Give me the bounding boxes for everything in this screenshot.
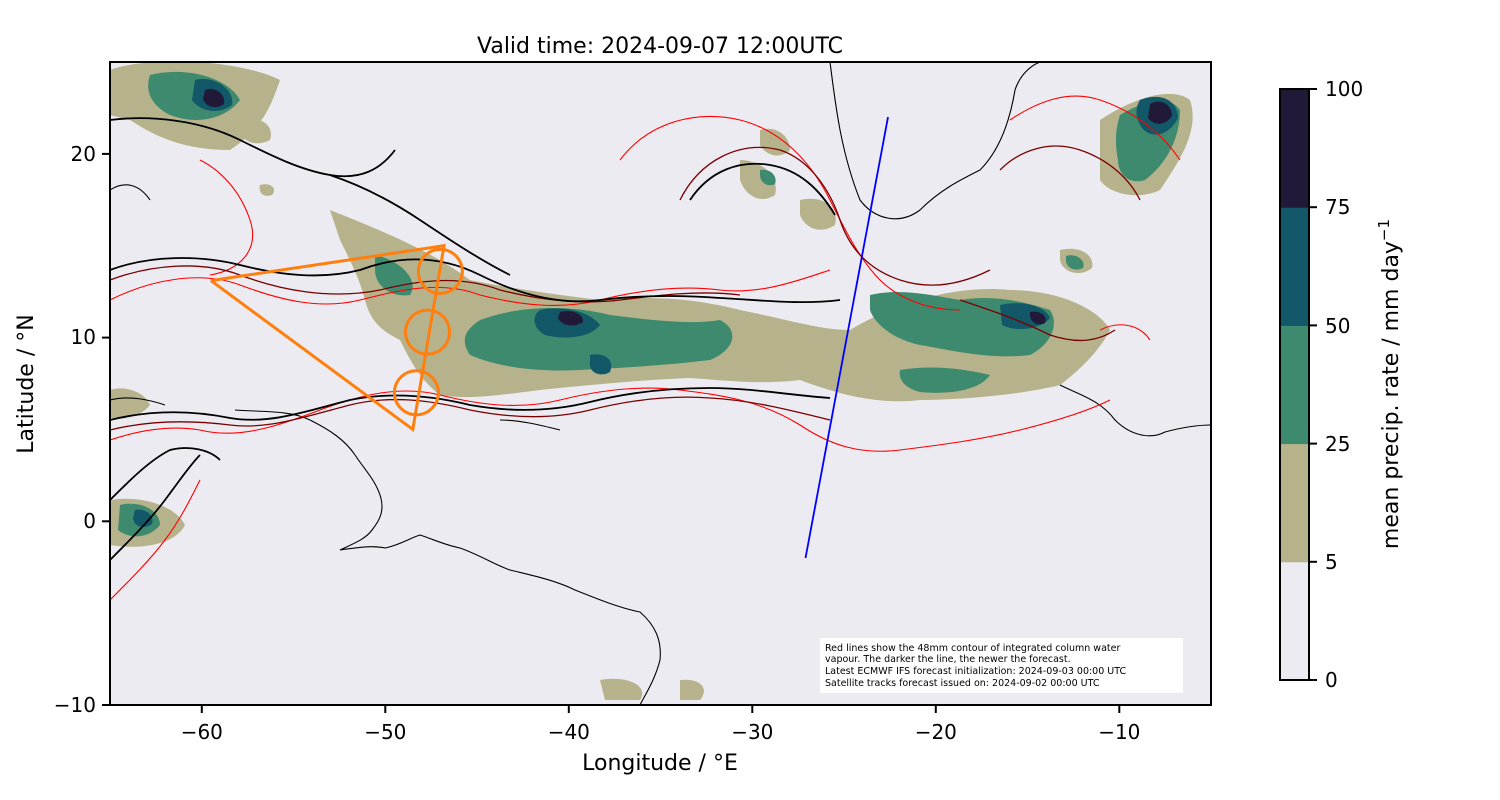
flight-circle (404, 308, 451, 356)
colorbar-tick-label: 5 (1325, 550, 1338, 574)
precipitation-field (110, 62, 1193, 700)
annotation-box: Red lines show the 48mm contour of integ… (820, 638, 1183, 693)
y-axis: −10 0 10 20 (54, 142, 110, 717)
colorbar-frame (1279, 88, 1310, 681)
x-tick-label: −50 (364, 720, 406, 744)
colorbar-segment (1280, 89, 1309, 208)
annotation-line: Red lines show the 48mm contour of integ… (825, 643, 1120, 654)
colorbar-segments (1280, 89, 1309, 681)
colorbar-tick-label: 100 (1325, 77, 1363, 101)
flight-path (210, 243, 446, 433)
colorbar-segment (1280, 325, 1309, 445)
satellite-track (804, 116, 889, 559)
iwv-contours (110, 95, 1181, 601)
flight-circle (416, 247, 464, 295)
colorbar-segment (1280, 561, 1309, 681)
y-tick-label: 10 (71, 325, 96, 349)
colorbar-title: mean precip. rate / mm day−1 (1375, 219, 1404, 549)
annotation-line: Satellite tracks forecast issued on: 202… (825, 678, 1100, 689)
y-tick-label: 20 (71, 142, 96, 166)
annotation-line: vapour. The darker the line, the newer t… (825, 654, 1071, 665)
x-axis-title: Longitude / °E (582, 751, 738, 776)
y-axis-title: Latitude / °N (14, 314, 39, 453)
x-tick-label: −30 (731, 720, 773, 744)
x-tick-label: −60 (181, 720, 223, 744)
coastlines (110, 62, 1211, 705)
colorbar-tick-label: 75 (1325, 195, 1350, 219)
flight-track (210, 243, 464, 433)
y-tick-label: 0 (83, 509, 96, 533)
colorbar-tick-label: 25 (1325, 432, 1350, 456)
annotation-line: Latest ECMWF IFS forecast initialization… (825, 666, 1126, 677)
colorbar-segment (1280, 207, 1309, 326)
y-tick-label: −10 (54, 693, 96, 717)
flight-circle (392, 369, 440, 417)
colorbar-segment (1280, 443, 1309, 563)
colorbar: 0 5 25 50 75 100 mean precip. rate / mm … (1279, 77, 1404, 692)
map-frame (109, 61, 1212, 706)
x-tick-label: −40 (548, 720, 590, 744)
x-tick-label: −20 (915, 720, 957, 744)
x-tick-label: −10 (1098, 720, 1140, 744)
colorbar-tick-label: 50 (1325, 314, 1350, 338)
x-axis: −60 −50 −40 −30 −20 −10 (181, 705, 1140, 744)
colorbar-tick-label: 0 (1325, 668, 1338, 692)
map-title: Valid time: 2024-09-07 12:00UTC (477, 34, 843, 59)
